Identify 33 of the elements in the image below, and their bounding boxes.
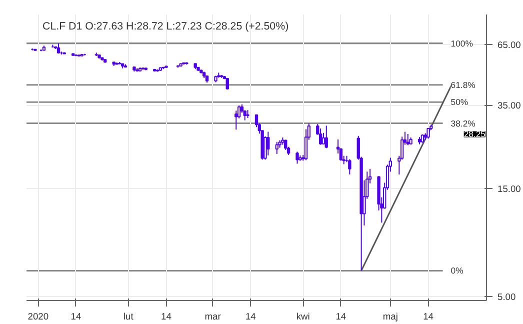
candlestick xyxy=(275,141,278,154)
candlestick xyxy=(266,131,270,156)
candlestick xyxy=(296,151,299,164)
y-tick-label: 35.00 xyxy=(498,100,521,111)
candlestick xyxy=(348,158,352,175)
x-tick-label: 14 xyxy=(423,312,434,322)
x-tick-label: 2020 xyxy=(28,312,49,322)
x-tick-label: 14 xyxy=(245,312,256,322)
annotation: 0% xyxy=(450,266,464,276)
x-tick-label: lut xyxy=(123,312,134,322)
y-tick-label: 15.00 xyxy=(498,184,521,194)
annotation: 38.2% xyxy=(450,118,476,128)
candlestick xyxy=(56,42,60,54)
candlestick xyxy=(322,132,326,145)
y-tick-label: 65.00 xyxy=(498,40,521,50)
annotation: 100% xyxy=(450,38,474,48)
x-tick-label: 14 xyxy=(70,312,82,322)
annotation: 61.8% xyxy=(450,80,476,90)
y-tick-label: 5.00 xyxy=(498,292,516,302)
x-tick-label: mar xyxy=(204,312,221,322)
candlestick xyxy=(426,128,430,140)
x-tick-label: maj xyxy=(382,312,398,322)
candlestick xyxy=(324,125,328,149)
candlestick xyxy=(226,78,229,90)
candlestick xyxy=(406,134,410,146)
annotation: 28.25 xyxy=(464,129,486,140)
x-tick-label: 14 xyxy=(161,312,172,322)
candlestick xyxy=(234,110,238,130)
x-tick-label: kwi xyxy=(296,312,310,322)
candlestick xyxy=(318,128,322,146)
annotation: 50% xyxy=(450,97,468,108)
text: CL.F D1 O:27.63 H:28.72 L:27.23 C:28.25 (+2.50%) xyxy=(42,20,289,32)
x-tick-label: 14 xyxy=(336,312,346,322)
